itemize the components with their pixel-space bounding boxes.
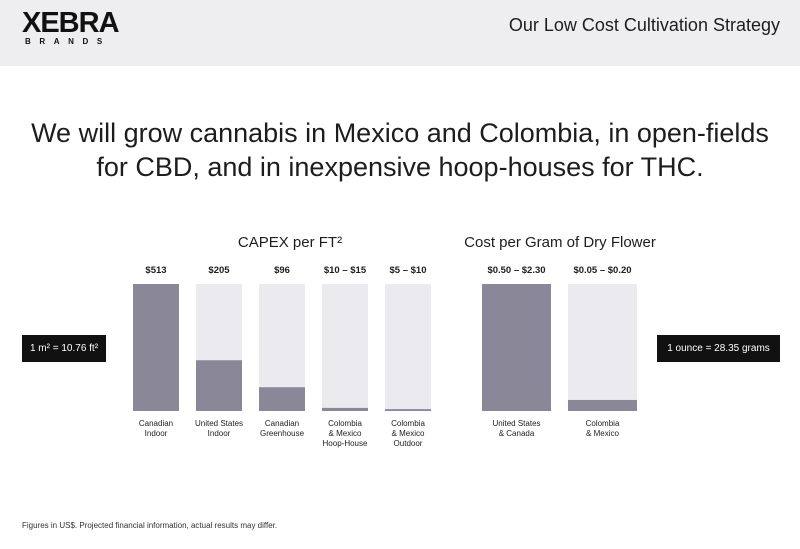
capex-value-label-4: $5 – $10 — [390, 265, 427, 276]
cost-per-gram-chart: $0.50 – $2.30 United States & Canada $0.05 … — [482, 265, 637, 438]
capex-category-label-1: United States Indoor — [195, 419, 243, 438]
weight-conversion-box: 1 ounce = 28.35 grams — [657, 335, 780, 362]
cost-chart-title: Cost per Gram of Dry Flower — [464, 234, 656, 251]
logo-wordmark: XEBRA — [22, 7, 120, 39]
capex-category-label-0: Canadian Indoor — [139, 419, 173, 438]
capex-bar-4 — [385, 409, 431, 411]
capex-bar-track-3 — [322, 284, 368, 411]
capex-bar-0 — [133, 284, 179, 411]
capex-chart-title: CAPEX per FT² — [237, 234, 343, 251]
capex-category-label-4: Colombia & Mexico Outdoor — [391, 419, 425, 448]
capex-category-label-2: Canadian Greenhouse — [260, 419, 305, 438]
page-title: Our Low Cost Cultivation Strategy — [508, 15, 780, 35]
cost-category-label-1: Colombia & Mexico — [586, 419, 620, 438]
logo-subtitle: BRANDS — [25, 37, 111, 46]
cost-value-label-0: $0.50 – $2.30 — [487, 265, 545, 276]
headline-line-1: We will grow cannabis in Mexico and Colo… — [31, 118, 769, 148]
headline-line-2: for CBD, and in inexpensive hoop-houses … — [96, 152, 704, 182]
capex-value-label-2: $96 — [274, 265, 290, 276]
capex-bar-1 — [196, 360, 242, 411]
cost-value-label-1: $0.05 – $0.20 — [573, 265, 631, 276]
capex-bar-2 — [259, 387, 305, 411]
headline: We will grow cannabis in Mexico and Colo… — [0, 116, 800, 184]
capex-value-label-0: $513 — [145, 265, 166, 276]
xebra-brands-logo: XEBRA BRANDS — [22, 7, 134, 47]
cost-bar-track-1 — [568, 284, 637, 411]
capex-bar-3 — [322, 407, 368, 411]
cost-category-label-0: United States & Canada — [492, 419, 540, 438]
capex-value-label-3: $10 – $15 — [324, 265, 367, 276]
footnote: Figures in US$. Projected financial info… — [22, 521, 278, 530]
capex-chart: $513 Canadian Indoor $205 United States Indoo… — [133, 265, 431, 448]
capex-value-label-1: $205 — [208, 265, 230, 276]
cost-bar-0 — [482, 284, 551, 411]
area-conversion-box: 1 m² = 10.76 ft² — [22, 335, 106, 362]
cost-bar-1 — [568, 399, 637, 411]
capex-bar-track-4 — [385, 284, 431, 411]
capex-category-label-3: Colombia & Mexico Hoop-House — [323, 419, 368, 448]
header-bar: XEBRA BRANDS Our Low Cost Cultivation St… — [0, 0, 800, 66]
